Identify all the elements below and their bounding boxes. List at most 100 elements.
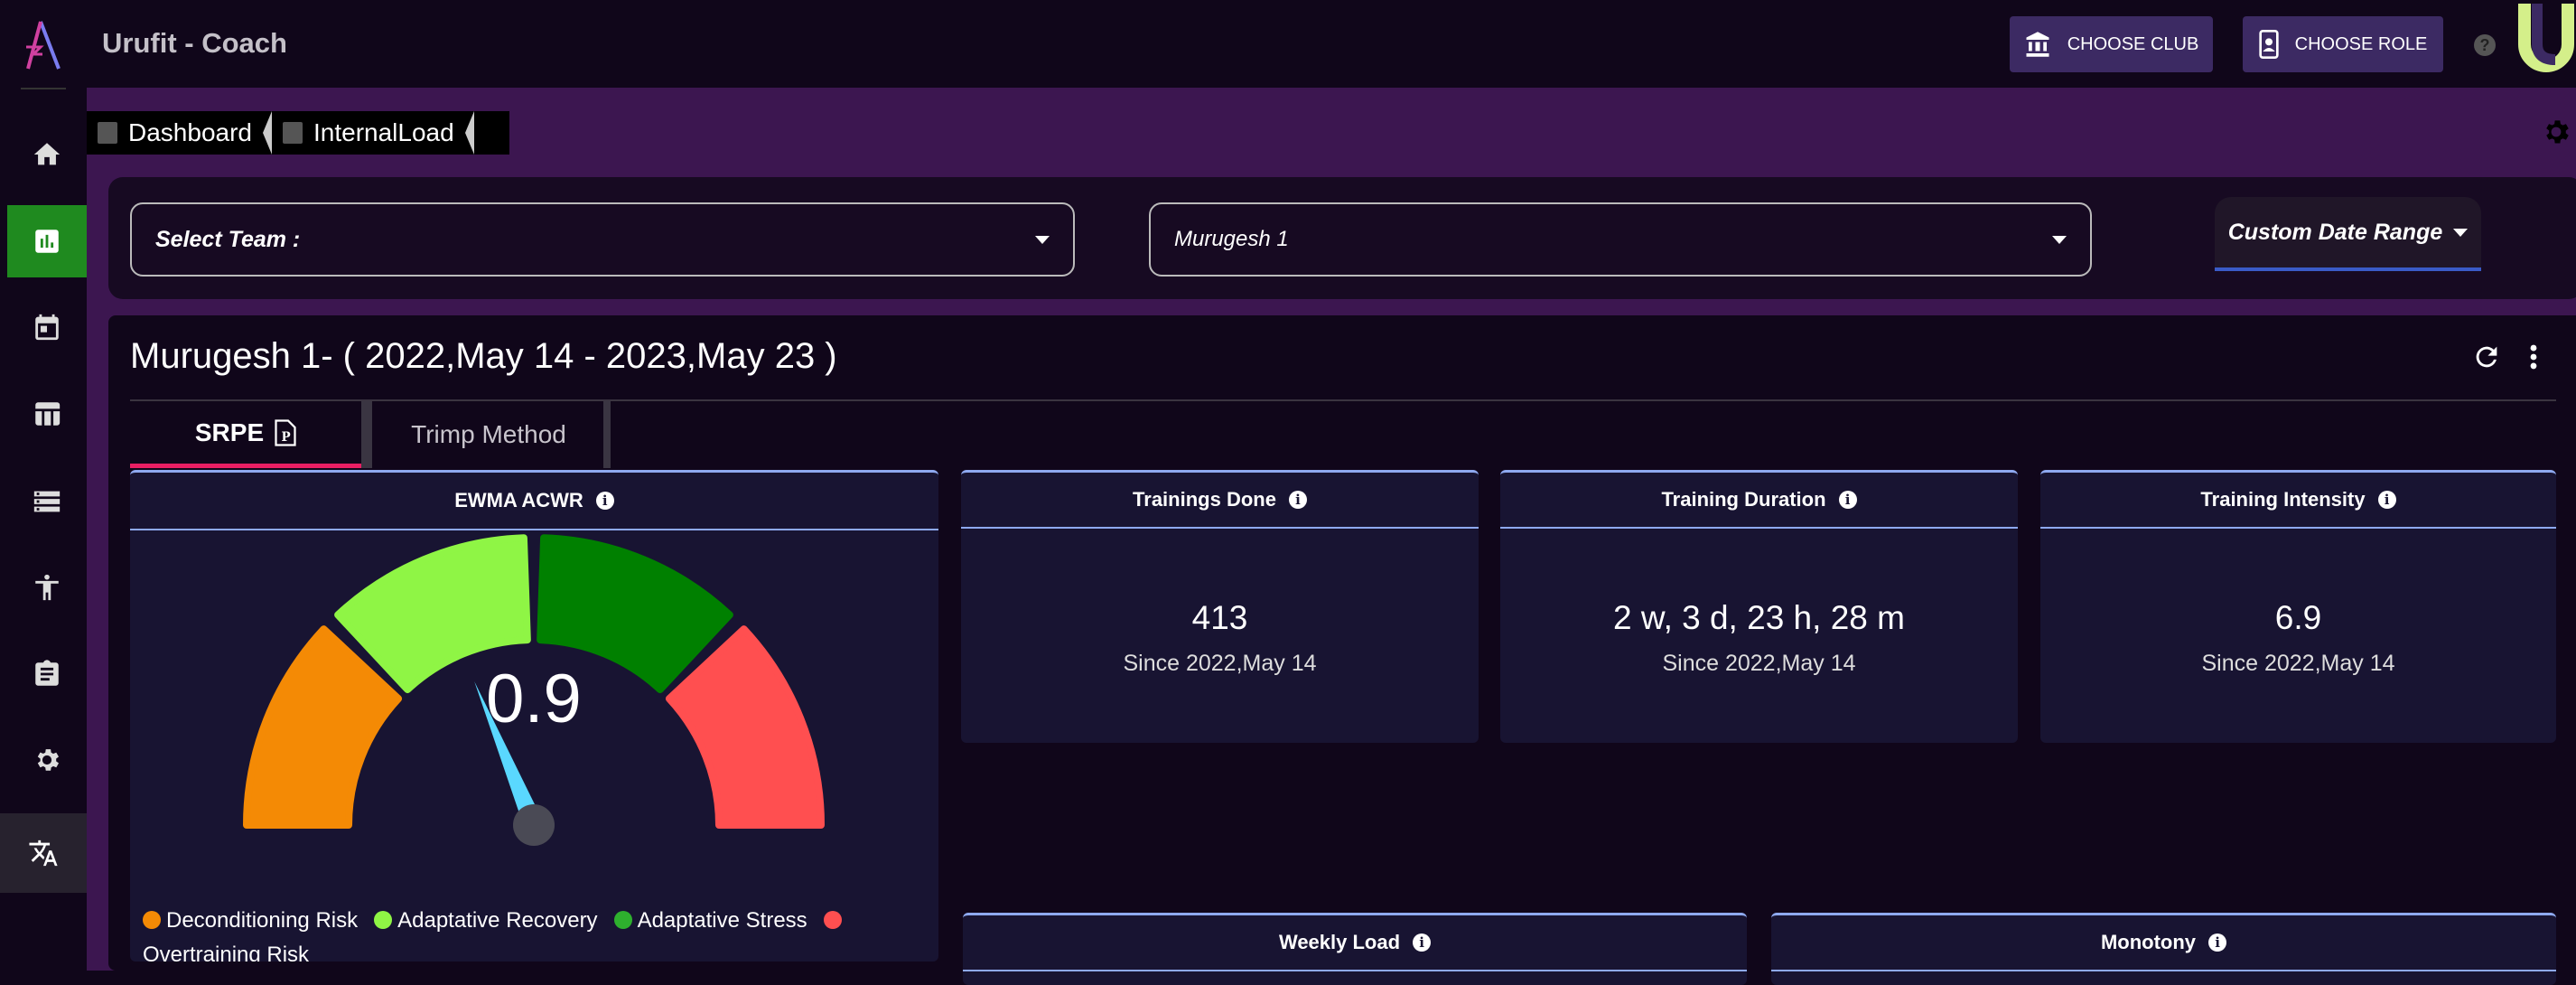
- home-icon: [33, 143, 61, 165]
- chevron-down-icon: [2052, 235, 2067, 244]
- legend-item[interactable]: Deconditioning Risk: [143, 908, 358, 933]
- chevron-down-icon: [2453, 228, 2469, 237]
- stress-segment: [537, 534, 733, 694]
- legend-label: Overtraining Risk: [143, 943, 310, 962]
- team-select-label: Select Team :: [155, 226, 301, 252]
- info-icon[interactable]: i: [1413, 933, 1432, 952]
- sidebar-item-players[interactable]: [7, 551, 87, 624]
- card-title: Weekly Load: [1278, 931, 1401, 953]
- help-icon[interactable]: ?: [2474, 34, 2496, 56]
- card-header: Weekly Load i: [963, 915, 1747, 971]
- sidebar-item-calendar[interactable]: [7, 291, 87, 363]
- date-range-dropdown[interactable]: Custom Date Range: [2215, 197, 2481, 271]
- recovery-segment: [334, 534, 531, 694]
- page-settings-gear-icon[interactable]: [2540, 116, 2572, 148]
- legend-dot: [823, 911, 842, 929]
- tab-srpe[interactable]: SRPE P: [130, 401, 361, 468]
- app-title: Urufit - Coach: [102, 27, 287, 59]
- breadcrumb-label: InternalLoad: [313, 118, 454, 146]
- card-subtitle: Since 2022,May 14: [2201, 651, 2395, 676]
- info-icon[interactable]: i: [2208, 933, 2227, 952]
- breadcrumb-dashboard[interactable]: Dashboard: [87, 111, 272, 155]
- card-title: Monotony: [2100, 931, 2197, 953]
- legend-label: Deconditioning Risk: [166, 908, 359, 933]
- overtraining-segment: [665, 625, 825, 829]
- refresh-icon[interactable]: [2471, 342, 2502, 372]
- team-select[interactable]: Select Team :: [130, 202, 1075, 277]
- gauge-hub: [513, 804, 555, 846]
- sidebar-divider: [21, 88, 66, 89]
- tab-label: SRPE: [194, 417, 265, 446]
- gauge-value: 0.9: [486, 661, 582, 737]
- legend-item[interactable]: Adaptative Recovery: [374, 908, 598, 933]
- top-bar: Urufit - Coach CHOOSE CLUB CHOOSE ROLE ?: [0, 0, 2576, 88]
- chevron-down-icon: [1035, 235, 1050, 244]
- info-icon[interactable]: i: [1838, 491, 1857, 509]
- gauge-legend-wrap: Deconditioning Risk Adaptative Recovery Ad…: [130, 904, 938, 962]
- tab-label: Trimp Method: [411, 420, 566, 448]
- filter-bar: [108, 177, 2576, 299]
- sidebar-item-dashboard[interactable]: [7, 205, 87, 277]
- breadcrumb-internalload[interactable]: InternalLoad: [272, 111, 474, 155]
- legend-dot: [374, 911, 393, 929]
- sidebar-item-language[interactable]: [0, 813, 87, 893]
- card-subtitle: Since 2022,May 14: [1123, 651, 1317, 676]
- info-icon[interactable]: i: [595, 492, 614, 510]
- player-select[interactable]: Murugesh 1: [1149, 202, 2092, 277]
- legend-dot: [613, 911, 632, 929]
- card-value: 6.9: [2274, 599, 2322, 636]
- choose-club-label: CHOOSE CLUB: [2067, 33, 2199, 54]
- clipboard-icon: [35, 660, 59, 686]
- deconditioning-segment: [243, 625, 403, 829]
- translate-icon: [29, 840, 58, 867]
- tab-separator: [603, 401, 611, 468]
- info-icon[interactable]: i: [2377, 491, 2396, 509]
- legend-dot: [143, 911, 161, 929]
- card-title: Training Duration: [1661, 488, 1826, 511]
- card-value: 413: [1191, 599, 1248, 636]
- more-options-icon[interactable]: [2523, 342, 2544, 372]
- tab-trimp-method[interactable]: Trimp Method: [372, 401, 605, 468]
- title-divider: [130, 399, 2556, 401]
- weekly-load-card: Weekly Load i: [963, 913, 1747, 985]
- app-logo: [26, 21, 61, 70]
- player-select-value: Murugesh 1: [1174, 227, 1289, 251]
- trainings-done-card: Trainings Done i 413 Since 2022,May 14: [961, 470, 1479, 743]
- choose-club-button[interactable]: CHOOSE CLUB: [2010, 16, 2213, 72]
- choose-role-label: CHOOSE ROLE: [2294, 33, 2428, 54]
- training-intensity-card: Training Intensity i 6.9 Since 2022,May 1…: [2040, 470, 2556, 743]
- list-icon: [33, 491, 61, 512]
- badge-icon: [2258, 30, 2279, 59]
- card-header: EWMA ACWR i: [130, 473, 938, 530]
- sidebar-item-table[interactable]: [7, 378, 87, 450]
- sidebar-item-settings[interactable]: [7, 724, 87, 796]
- chart-icon: [98, 122, 117, 144]
- sidebar-item-home[interactable]: [7, 118, 87, 191]
- sidebar-item-list[interactable]: [7, 465, 87, 538]
- ewma-gauge: [243, 534, 825, 846]
- card-title: Trainings Done: [1133, 488, 1276, 511]
- choose-role-button[interactable]: CHOOSE ROLE: [2243, 16, 2443, 72]
- tab-separator: [361, 401, 372, 468]
- card-title: EWMA ACWR: [454, 489, 583, 511]
- chart-icon: [35, 230, 59, 253]
- user-avatar[interactable]: [2515, 4, 2576, 76]
- pdf-file-icon[interactable]: P: [275, 418, 296, 446]
- card-subtitle: Since 2022,May 14: [1662, 651, 1856, 676]
- calendar-icon: [35, 314, 59, 341]
- legend-item[interactable]: Adaptative Stress: [613, 908, 807, 933]
- sidebar-item-reports[interactable]: [7, 638, 87, 710]
- table-icon: [35, 402, 61, 426]
- card-title: Training Intensity: [2200, 488, 2366, 511]
- card-header: Training Intensity i: [2040, 473, 2556, 529]
- svg-text:P: P: [282, 430, 291, 445]
- bank-icon: [2026, 32, 2049, 57]
- gear-icon: [37, 749, 60, 771]
- card-header: Training Duration i: [1500, 473, 2018, 529]
- training-duration-card: Training Duration i 2 w, 3 d, 23 h, 28 m …: [1500, 470, 2018, 743]
- gauge-legend: Deconditioning Risk Adaptative Recovery Ad…: [143, 904, 919, 962]
- info-icon[interactable]: i: [1288, 491, 1307, 509]
- breadcrumb-label: Dashboard: [128, 118, 252, 146]
- legend-item[interactable]: Overtraining Risk: [143, 908, 847, 962]
- card-value: 2 w, 3 d, 23 h, 28 m: [1613, 599, 1905, 636]
